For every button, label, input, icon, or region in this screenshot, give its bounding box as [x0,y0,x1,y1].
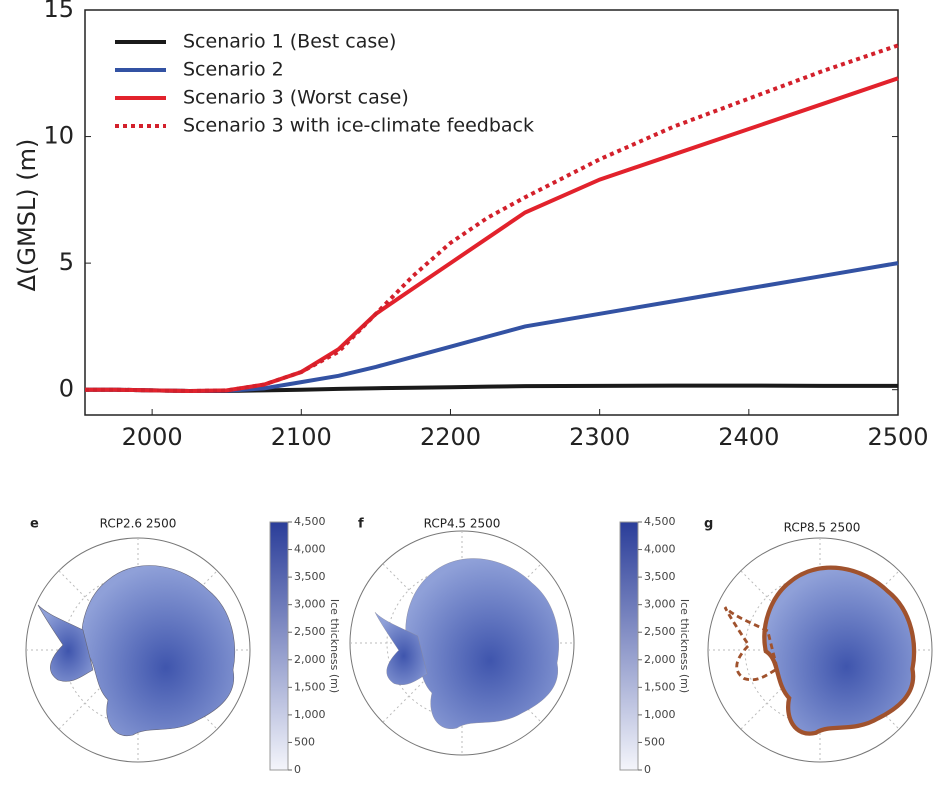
colorbar-label: Ice thickness (m) [328,599,341,693]
colorbar-tick-label: 500 [294,735,315,748]
map-title: RCP2.6 2500 [100,517,177,531]
legend-label: Scenario 2 [183,59,284,81]
y-tick-label: 15 [43,0,74,23]
colorbar-tick-label: 1,000 [644,708,676,721]
legend-label: Scenario 1 (Best case) [183,31,396,53]
panel-letter: g [704,517,713,532]
y-axis-label: Δ(GMSL) (m) [13,139,41,292]
colorbar-tick-label: 500 [644,735,665,748]
colorbar-tick-label: 1,500 [294,680,326,693]
colorbar-tick-label: 4,500 [644,515,676,528]
y-tick-label: 5 [59,248,74,276]
map-title: RCP4.5 2500 [424,517,501,531]
panel-letter: e [30,517,39,532]
x-tick-label: 2200 [420,423,481,451]
series-line [85,261,899,394]
x-tick-label: 2000 [122,423,183,451]
series-line [85,43,899,394]
colorbar-tick-label: 3,500 [644,570,676,583]
x-tick-label: 2100 [271,423,332,451]
colorbar-tick-label: 3,000 [644,598,676,611]
colorbar-tick-label: 1,000 [294,708,326,721]
colorbar-tick-label: 3,500 [294,570,326,583]
colorbar-tick-label: 2,000 [294,653,326,666]
legend-label: Scenario 3 (Worst case) [183,87,409,109]
colorbar-tick-label: 2,000 [644,653,676,666]
colorbar-tick-label: 2,500 [294,625,326,638]
colorbar-tick-label: 3,000 [294,598,326,611]
legend-label: Scenario 3 with ice-climate feedback [183,115,534,137]
map-title: RCP8.5 2500 [784,521,861,535]
x-tick-label: 2300 [569,423,630,451]
panel-letter: f [358,517,364,532]
colorbar-tick-label: 4,000 [644,543,676,556]
map-f [349,521,639,771]
map-g [707,537,933,763]
map-e [25,521,289,771]
colorbar-tick-label: 0 [644,763,651,776]
colorbar-tick-label: 4,500 [294,515,326,528]
x-tick-label: 2500 [867,423,928,451]
plot-frame [84,9,899,416]
colorbar-tick-label: 4,000 [294,543,326,556]
colorbar-tick-label: 2,500 [644,625,676,638]
colorbar-label: Ice thickness (m) [678,599,691,693]
x-tick-label: 2400 [718,423,779,451]
y-tick-label: 0 [59,375,74,403]
colorbar-tick-label: 1,500 [644,680,676,693]
colorbar [619,521,639,771]
y-tick-label: 10 [43,122,74,150]
colorbar-tick-label: 0 [294,763,301,776]
colorbar [269,521,289,771]
